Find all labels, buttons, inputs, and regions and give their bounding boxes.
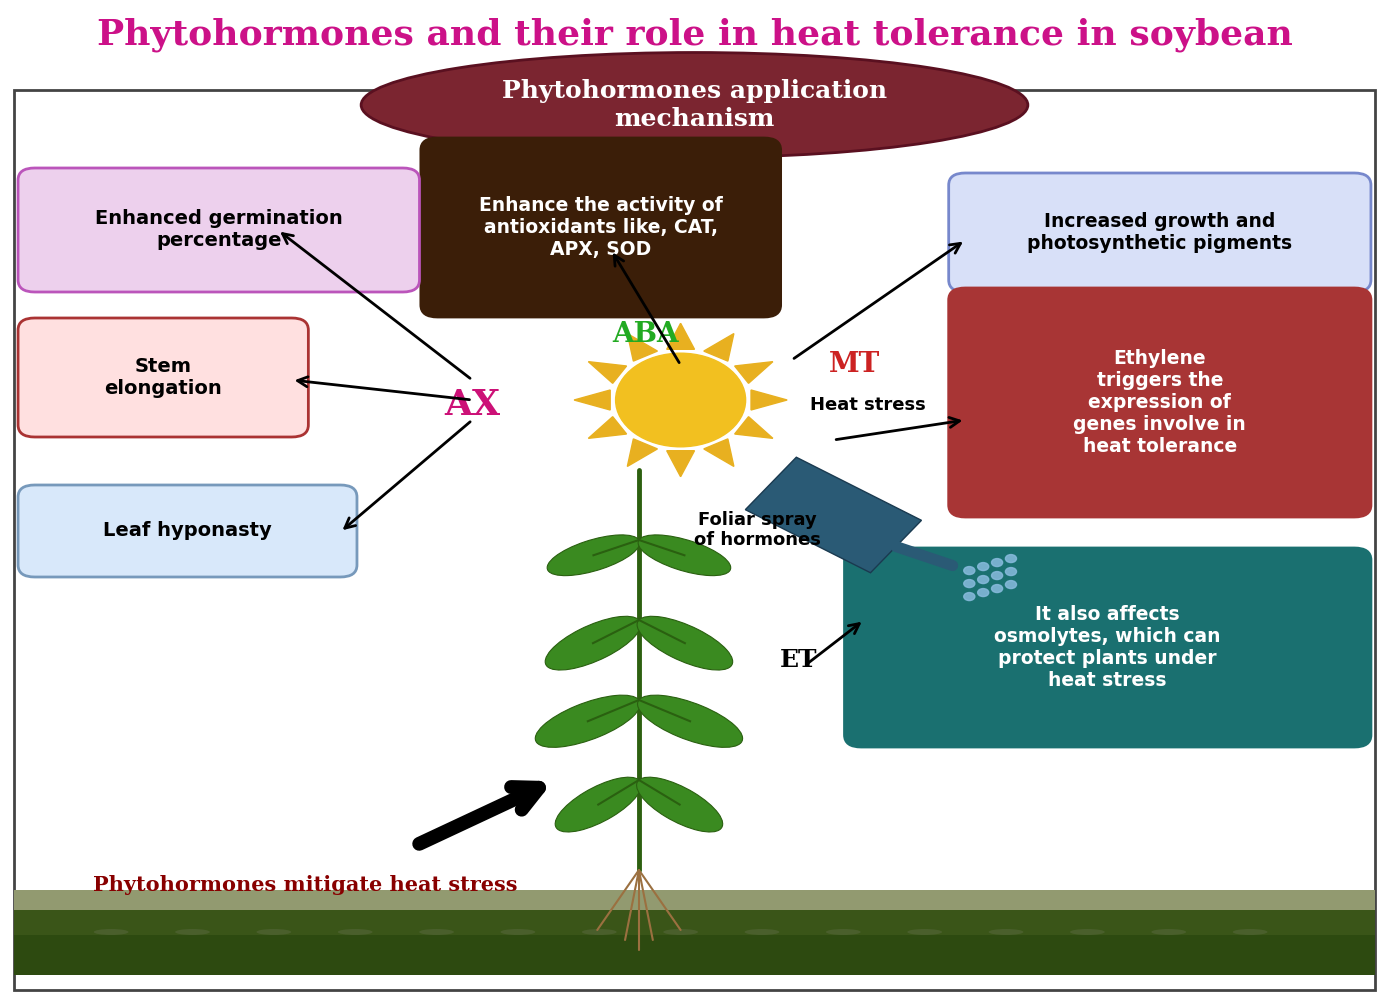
- Ellipse shape: [1070, 929, 1104, 935]
- FancyBboxPatch shape: [949, 288, 1371, 517]
- Polygon shape: [667, 323, 694, 349]
- Ellipse shape: [989, 929, 1024, 935]
- Polygon shape: [667, 451, 694, 477]
- Text: MT: MT: [829, 352, 879, 378]
- Circle shape: [964, 593, 975, 601]
- Polygon shape: [628, 334, 657, 361]
- Ellipse shape: [338, 929, 372, 935]
- Ellipse shape: [638, 695, 743, 747]
- FancyBboxPatch shape: [949, 173, 1371, 292]
- Ellipse shape: [175, 929, 210, 935]
- Polygon shape: [589, 417, 626, 438]
- Text: Phytohormones mitigate heat stress: Phytohormones mitigate heat stress: [93, 875, 518, 895]
- Text: Ethylene
triggers the
expression of
genes involve in
heat tolerance: Ethylene triggers the expression of gene…: [1074, 349, 1246, 456]
- Ellipse shape: [257, 929, 292, 935]
- Text: Increased growth and
photosynthetic pigments: Increased growth and photosynthetic pigm…: [1028, 212, 1292, 253]
- Circle shape: [992, 585, 1003, 593]
- Text: Enhance the activity of
antioxidants like, CAT,
APX, SOD: Enhance the activity of antioxidants lik…: [479, 196, 722, 259]
- Text: ABA: ABA: [613, 322, 679, 349]
- Polygon shape: [589, 362, 626, 383]
- Circle shape: [1006, 568, 1017, 576]
- Ellipse shape: [1151, 929, 1186, 935]
- Circle shape: [992, 572, 1003, 580]
- Polygon shape: [628, 439, 657, 466]
- Bar: [14, 910, 1375, 935]
- Ellipse shape: [745, 929, 779, 935]
- Circle shape: [1006, 555, 1017, 563]
- Bar: [14, 935, 1375, 975]
- Text: ET: ET: [781, 648, 817, 672]
- FancyBboxPatch shape: [18, 168, 419, 292]
- Ellipse shape: [361, 52, 1028, 157]
- Ellipse shape: [94, 929, 129, 935]
- Polygon shape: [704, 439, 733, 466]
- FancyBboxPatch shape: [845, 548, 1371, 747]
- FancyBboxPatch shape: [18, 318, 308, 437]
- Ellipse shape: [826, 929, 861, 935]
- Polygon shape: [735, 417, 772, 438]
- Circle shape: [964, 567, 975, 575]
- Text: Foliar spray
of hormones: Foliar spray of hormones: [693, 511, 821, 549]
- Polygon shape: [746, 457, 921, 573]
- Ellipse shape: [638, 616, 732, 670]
- Ellipse shape: [638, 535, 731, 576]
- Ellipse shape: [582, 929, 617, 935]
- Circle shape: [1006, 581, 1017, 589]
- Circle shape: [615, 353, 746, 447]
- Ellipse shape: [500, 929, 535, 935]
- Ellipse shape: [546, 616, 640, 670]
- Ellipse shape: [547, 535, 640, 576]
- Circle shape: [992, 559, 1003, 567]
- FancyBboxPatch shape: [14, 90, 1375, 990]
- Text: Enhanced germination
percentage: Enhanced germination percentage: [94, 210, 343, 250]
- Text: Phytohormones and their role in heat tolerance in soybean: Phytohormones and their role in heat tol…: [97, 18, 1292, 52]
- Ellipse shape: [1233, 929, 1267, 935]
- Polygon shape: [751, 390, 788, 410]
- Circle shape: [978, 563, 989, 571]
- FancyBboxPatch shape: [18, 485, 357, 577]
- Ellipse shape: [636, 777, 722, 832]
- Ellipse shape: [556, 777, 642, 832]
- Bar: [14, 890, 1375, 910]
- Text: AX: AX: [444, 388, 500, 422]
- Circle shape: [964, 580, 975, 588]
- Text: Leaf hyponasty: Leaf hyponasty: [103, 522, 272, 540]
- FancyBboxPatch shape: [421, 138, 781, 317]
- Polygon shape: [574, 390, 610, 410]
- Polygon shape: [704, 334, 733, 361]
- Ellipse shape: [664, 929, 697, 935]
- Ellipse shape: [419, 929, 454, 935]
- Polygon shape: [735, 362, 772, 383]
- Circle shape: [978, 576, 989, 584]
- Text: Stem
elongation: Stem elongation: [104, 357, 222, 398]
- Text: Phytohormones application
mechanism: Phytohormones application mechanism: [501, 79, 888, 131]
- Ellipse shape: [907, 929, 942, 935]
- Ellipse shape: [535, 695, 640, 747]
- Text: It also affects
osmolytes, which can
protect plants under
heat stress: It also affects osmolytes, which can pro…: [995, 605, 1221, 690]
- Circle shape: [978, 589, 989, 597]
- Text: Heat stress: Heat stress: [810, 396, 926, 414]
